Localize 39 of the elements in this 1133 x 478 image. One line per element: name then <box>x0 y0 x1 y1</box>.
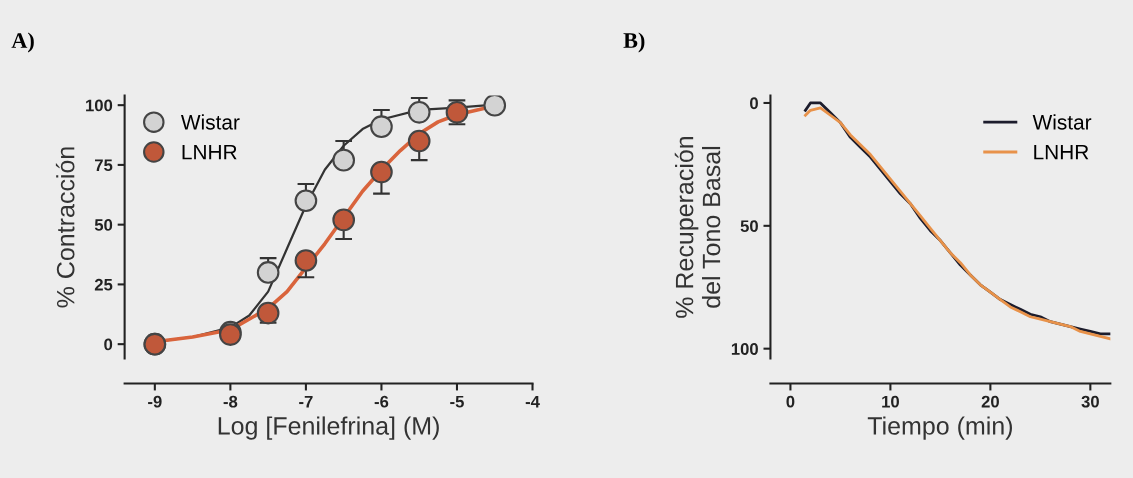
point <box>407 129 431 153</box>
point <box>294 189 318 213</box>
point <box>370 160 393 184</box>
y-tick-label: 25 <box>94 278 113 291</box>
point <box>294 249 318 272</box>
x-tick-label: -8 <box>223 395 238 408</box>
y-axis-title: % Contracción <box>55 147 75 308</box>
x-tick-label: -7 <box>299 395 313 408</box>
x-tick-label: 30 <box>1081 395 1099 408</box>
legend-label: LNHR <box>182 144 237 160</box>
x-tick-label: 10 <box>882 395 899 408</box>
chart-title: A) <box>11 32 34 53</box>
y-tick-label: 50 <box>740 220 758 233</box>
y-tick-label: 0 <box>750 97 758 110</box>
legend-label: Wistar <box>1032 114 1092 130</box>
y-tick-label: 100 <box>86 99 113 112</box>
point <box>332 148 356 172</box>
y-tick-label: 50 <box>94 219 113 231</box>
point <box>407 100 431 124</box>
legend-label: Wistar <box>180 114 240 130</box>
x-tick-label: 20 <box>981 395 999 408</box>
x-tick-label: -9 <box>148 395 162 408</box>
chart-title: B) <box>623 32 645 53</box>
point <box>332 208 356 232</box>
y-tick-label: 0 <box>104 338 113 351</box>
x-tick-label: -4 <box>525 395 540 408</box>
x-axis-title: Log [Fenilefrina] (M) <box>218 416 439 440</box>
x-axis-title: Tiempo (min) <box>867 416 1012 440</box>
y-axis-title: % Recuperación del Tono Basal <box>674 136 721 318</box>
x-tick-label: 0 <box>786 395 795 408</box>
y-tick-label: 100 <box>731 343 758 355</box>
point <box>483 95 507 117</box>
point <box>256 261 280 284</box>
point <box>370 115 393 139</box>
x-tick-label: -5 <box>450 395 464 408</box>
legend-label: LNHR <box>1034 144 1089 160</box>
x-tick-label: -6 <box>374 395 389 408</box>
y-tick-label: 75 <box>95 159 113 172</box>
point <box>256 301 280 325</box>
